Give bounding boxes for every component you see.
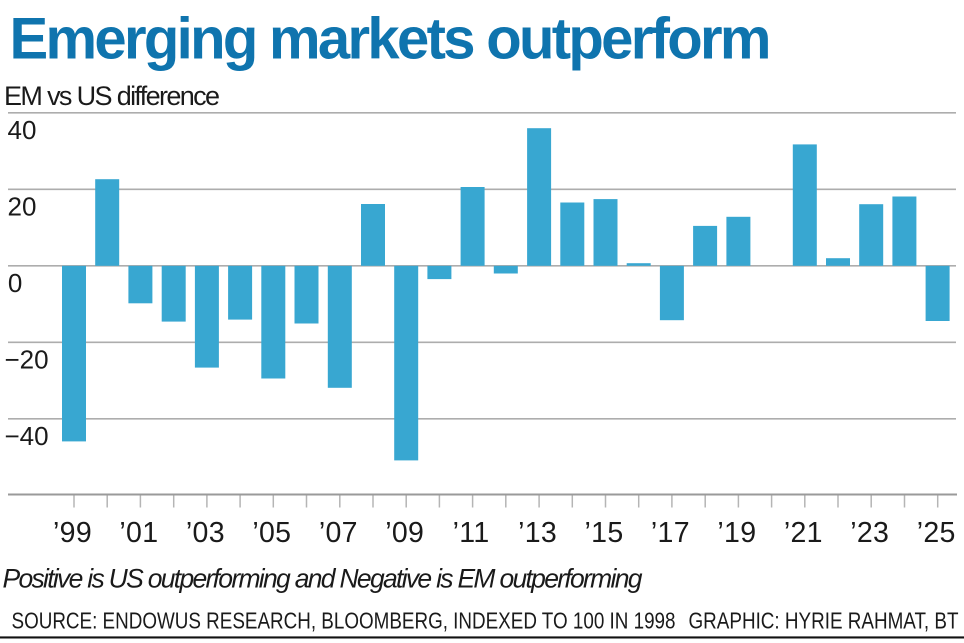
svg-text:’15: ’15 [585,517,624,549]
svg-text:’17: ’17 [651,517,690,549]
svg-text:GRAPHIC: HYRIE RAHMAT, BT: GRAPHIC: HYRIE RAHMAT, BT [689,607,959,633]
svg-text:’07: ’07 [319,517,358,549]
svg-text:’01: ’01 [119,517,158,549]
svg-text:SOURCE: ENDOWUS RESEARCH, BLOO: SOURCE: ENDOWUS RESEARCH, BLOOMBERG, IND… [12,607,676,633]
svg-text:EM vs US difference: EM vs US difference [4,81,220,111]
svg-text:−20: −20 [5,345,49,375]
svg-text:’99: ’99 [53,517,92,549]
svg-text:’21: ’21 [784,517,823,549]
svg-text:Emerging markets outperform: Emerging markets outperform [10,7,772,72]
svg-text:40: 40 [8,115,37,145]
svg-text:’19: ’19 [717,517,756,549]
svg-text:−40: −40 [5,421,49,451]
svg-text:’03: ’03 [186,517,225,549]
svg-text:’23: ’23 [850,517,889,549]
svg-text:’11: ’11 [453,517,490,549]
svg-text:’25: ’25 [917,517,956,549]
svg-text:20: 20 [8,192,37,222]
svg-text:’09: ’09 [385,517,424,549]
svg-text:’05: ’05 [252,517,291,549]
svg-text:’13: ’13 [518,517,557,549]
svg-text:0: 0 [8,268,22,298]
svg-text:Positive is US outperforming a: Positive is US outperforming and Negativ… [3,563,643,593]
